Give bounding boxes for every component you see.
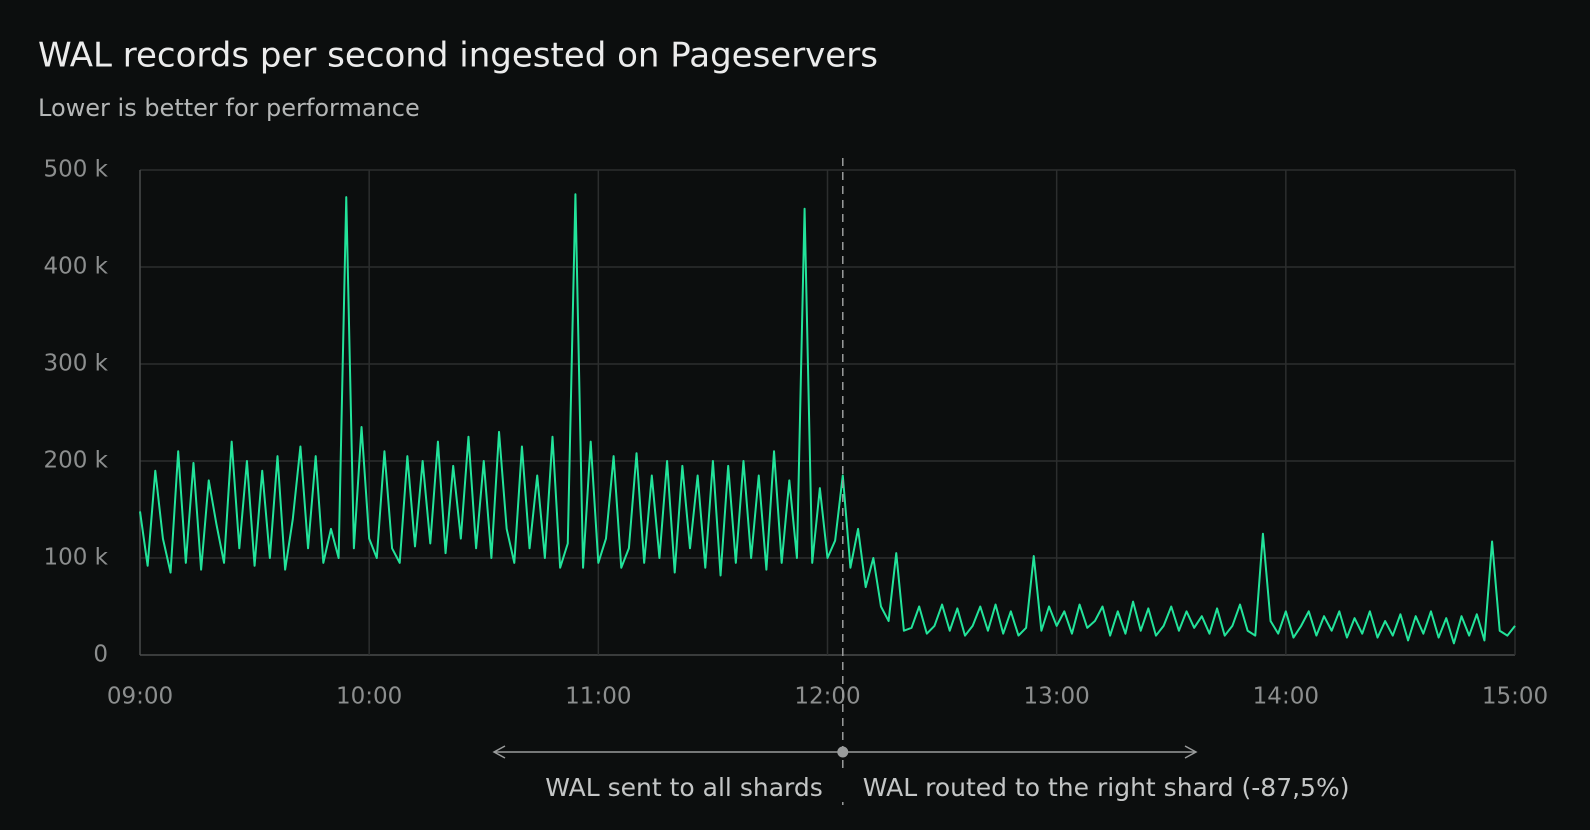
x-tick-label: 12:00 [794,684,860,710]
plot [139,193,1516,645]
chart-subtitle: Lower is better for performance [38,94,420,122]
annotation-label: WAL sent to all shards [545,773,822,802]
y-tick-label: 0 [93,642,108,668]
y-tick-label: 400 k [43,254,108,280]
data-line [139,193,1516,645]
chart-title: WAL records per second ingested on Pages… [38,36,878,76]
arrow-head [492,745,506,759]
x-tick-label: 09:00 [107,684,173,710]
y-tick-label: 200 k [43,448,108,474]
arrow-head [1184,745,1198,759]
x-tick-label: 13:00 [1024,684,1090,710]
label-gap [836,770,849,796]
annotation-label: WAL routed to the right shard (-87,5%) [863,773,1350,802]
marker-dot [837,746,849,758]
x-tick-label: 15:00 [1482,684,1548,710]
grid: 0 100 k 200 k 300 k 400 k 500 k 09:00 10:00 11:0… [43,157,1548,710]
annotation: WAL sent to all shards WAL routed to the … [492,158,1350,805]
y-tick-label: 100 k [43,545,108,571]
x-tick-label: 10:00 [336,684,402,710]
x-tick-label: 14:00 [1253,684,1319,710]
x-tick-label: 11:00 [565,684,631,710]
y-tick-label: 300 k [43,351,108,377]
y-tick-label: 500 k [43,157,108,183]
